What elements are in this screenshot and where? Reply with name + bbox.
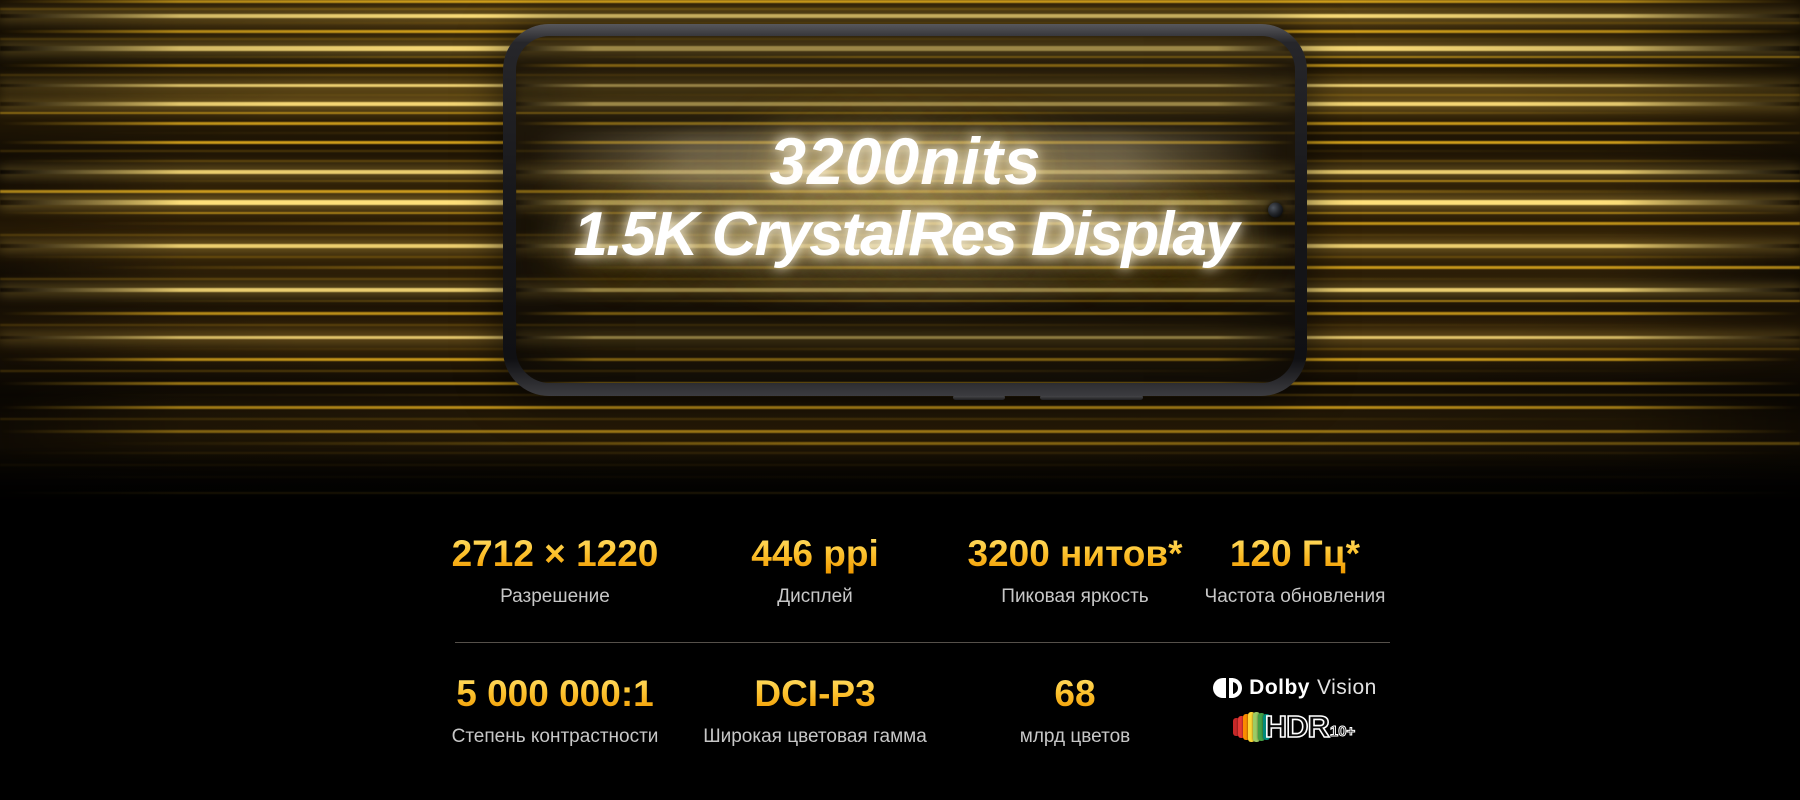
spec-contrast-value: 5 000 000:1 [440, 673, 670, 715]
hdr10plus-logo: HDR 10+ [1232, 708, 1356, 745]
specs-divider [455, 642, 1390, 643]
spec-colors-label: млрд цветов [1019, 726, 1131, 747]
hdr-text: HDR [1264, 708, 1331, 745]
spec-ppi-value: 446 ppi [670, 533, 960, 575]
hdr-suffix-text: 10+ [1329, 722, 1356, 740]
spec-colors: 68 млрд цветов [960, 673, 1190, 749]
spec-brightness: 3200 нитов* Пиковая яркость [960, 533, 1190, 609]
spec-brightness-label: Пиковая яркость [1001, 586, 1149, 607]
spec-row-2: 5 000 000:1 Степень контрастности DCI-P3… [440, 673, 1400, 749]
spec-contrast-label: Степень контрастности [451, 726, 659, 747]
phone-power-button [953, 395, 1005, 400]
spec-hdr-standards: Dolby Vision HDR 10+ [1190, 673, 1400, 749]
hdr-bars-icon [1232, 711, 1270, 743]
headline-brightness: 3200nits [769, 124, 1042, 198]
spec-contrast: 5 000 000:1 Степень контрастности [440, 673, 670, 749]
headline-display-name: 1.5K CrystalRes Display [573, 200, 1240, 269]
spec-resolution-label: Разрешение [500, 586, 610, 607]
screen-light-streaks [516, 36, 1295, 383]
specs-section: 2712 × 1220 Разрешение 446 ppi Дисплей 3… [440, 533, 1400, 749]
spec-brightness-value: 3200 нитов* [960, 533, 1190, 575]
spec-refresh-rate-label: Частота обновления [1204, 586, 1386, 607]
dolby-brand-text: Dolby [1249, 676, 1310, 699]
spec-resolution: 2712 × 1220 Разрешение [440, 533, 670, 609]
spec-gamut-value: DCI-P3 [670, 673, 960, 715]
phone-screen: 3200nits 1.5K CrystalRes Display [516, 36, 1295, 383]
spec-refresh-rate: 120 Гц* Частота обновления [1190, 533, 1400, 609]
display-headline: 3200nits 1.5K CrystalRes Display [516, 124, 1295, 272]
spec-refresh-rate-value: 120 Гц* [1190, 533, 1400, 575]
light-beam [516, 132, 1295, 190]
selfie-camera-icon [1268, 202, 1283, 218]
light-beam [516, 212, 1295, 260]
spec-gamut-label: Широкая цветовая гамма [703, 726, 927, 747]
spec-resolution-value: 2712 × 1220 [440, 533, 670, 575]
screen-tint-overlay [516, 36, 1295, 383]
spec-ppi: 446 ppi Дисплей [670, 533, 960, 609]
spec-row-1: 2712 × 1220 Разрешение 446 ppi Дисплей 3… [440, 533, 1400, 609]
phone-volume-button [1040, 395, 1143, 400]
spec-colors-value: 68 [960, 673, 1190, 715]
spec-ppi-label: Дисплей [777, 586, 853, 607]
phone-mockup: 3200nits 1.5K CrystalRes Display [503, 24, 1307, 396]
spec-gamut: DCI-P3 Широкая цветовая гамма [670, 673, 960, 749]
hero-section: 3200nits 1.5K CrystalRes Display [0, 0, 1800, 520]
headline-glow [593, 91, 1218, 321]
dolby-vision-logo: Dolby Vision [1213, 676, 1377, 700]
dolby-product-text: Vision [1317, 676, 1377, 699]
dolby-double-d-icon [1213, 678, 1243, 698]
